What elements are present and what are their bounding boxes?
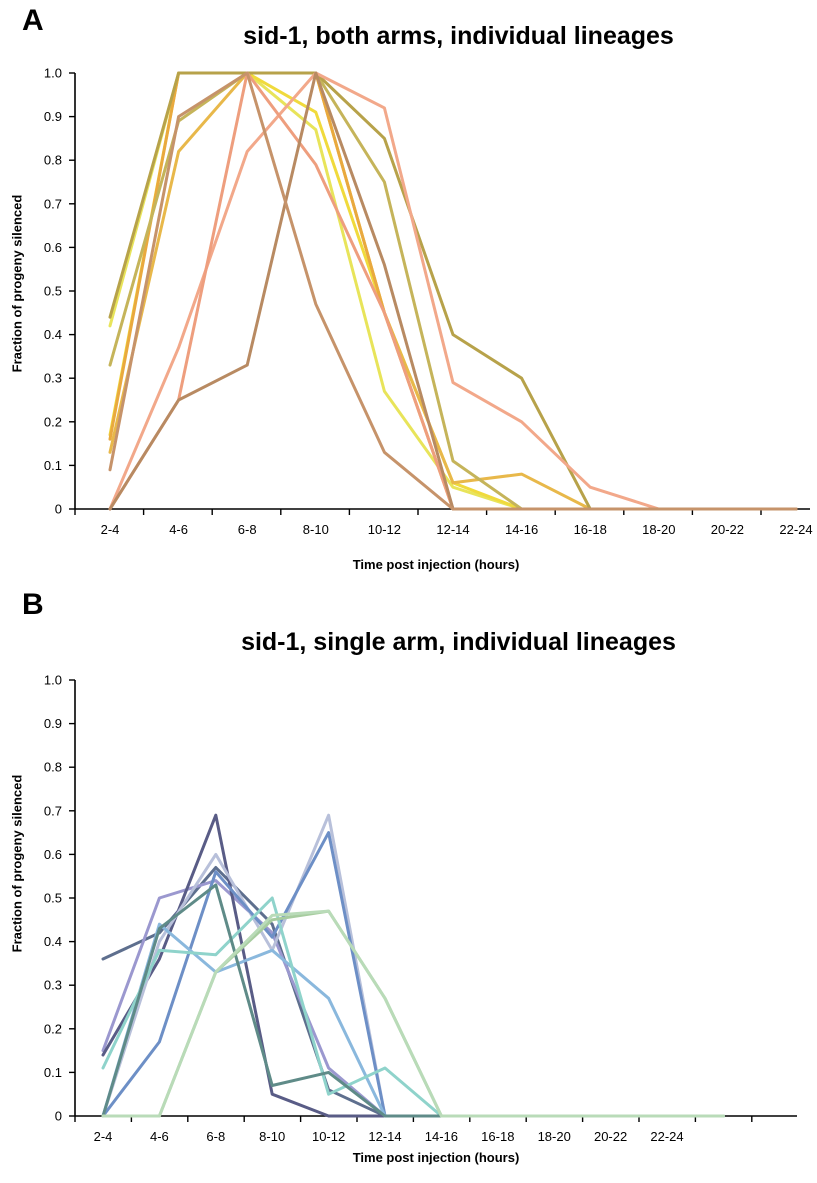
- x-tick-label-b: 12-14: [368, 1129, 401, 1144]
- x-tick-label-a: 18-20: [642, 522, 675, 537]
- x-tick-label-a: 16-18: [574, 522, 607, 537]
- y-tick-label-a: 0: [55, 502, 62, 517]
- y-tick-label-b: 0: [55, 1109, 62, 1124]
- chart-title-b: sid-1, single arm, individual lineages: [241, 628, 676, 656]
- y-tick-label-a: 0.9: [44, 109, 62, 124]
- chart-title-a: sid-1, both arms, individual lineages: [243, 22, 674, 50]
- x-tick-label-a: 10-12: [368, 522, 401, 537]
- x-tick-label-b: 10-12: [312, 1129, 345, 1144]
- x-tick-label-a: 14-16: [505, 522, 538, 537]
- series-line-b-10: [101, 909, 725, 1118]
- y-tick-label-b: 0.4: [44, 934, 62, 949]
- x-tick-label-a: 6-8: [238, 522, 257, 537]
- x-axis-label-a: Time post injection (hours): [352, 557, 520, 572]
- y-tick-label-a: 0.2: [44, 414, 62, 429]
- line-chart-a: 0 0.1 0.2 0.3 0.4 0.5 0.6 0.7 0.8 0.9 1.0 2-4 4-6 6-8…: [44, 66, 813, 538]
- series-line-b-9: [101, 909, 725, 1118]
- series-line-b-4: [101, 813, 725, 1118]
- y-tick-label-b: 0.3: [44, 978, 62, 993]
- y-tick-label-a: 0.6: [44, 240, 62, 255]
- y-tick-label-a: 0.1: [44, 458, 62, 473]
- x-tick-label-b: 18-20: [538, 1129, 571, 1144]
- y-tick-label-b: 0.7: [44, 803, 62, 818]
- series-line-b-8: [101, 883, 725, 1118]
- x-tick-label-b: 6-8: [206, 1129, 225, 1144]
- x-tick-label-b: 4-6: [150, 1129, 169, 1144]
- x-tick-label-a: 20-22: [711, 522, 744, 537]
- y-tick-label-b: 0.1: [44, 1065, 62, 1080]
- x-tick-label-b: 14-16: [425, 1129, 458, 1144]
- x-tick-label-a: 2-4: [101, 522, 120, 537]
- x-tick-label-b: 22-24: [650, 1129, 683, 1144]
- panel-letter-b: B: [22, 588, 44, 621]
- x-tick-label-a: 12-14: [436, 522, 469, 537]
- y-tick-label-b: 0.9: [44, 716, 62, 731]
- series-line-b-3: [101, 813, 725, 1118]
- x-tick-label-b: 20-22: [594, 1129, 627, 1144]
- y-tick-label-a: 0.3: [44, 371, 62, 386]
- x-tick-label-a: 8-10: [303, 522, 329, 537]
- series-line-b-2: [101, 879, 725, 1118]
- series-line-b-5: [101, 831, 725, 1118]
- x-tick-label-b: 16-18: [481, 1129, 514, 1144]
- y-tick-label-a: 1.0: [44, 66, 62, 81]
- x-tick-label-a: 4-6: [169, 522, 188, 537]
- y-tick-label-b: 0.2: [44, 1021, 62, 1036]
- y-tick-label-b: 0.6: [44, 847, 62, 862]
- x-tick-label-a: 22-24: [779, 522, 812, 537]
- y-tick-label-b: 0.8: [44, 760, 62, 775]
- y-tick-label-a: 0.7: [44, 196, 62, 211]
- y-tick-label-a: 0.8: [44, 153, 62, 168]
- y-tick-label-a: 0.4: [44, 327, 62, 342]
- y-tick-label-a: 0.5: [44, 284, 62, 299]
- x-tick-label-b: 2-4: [94, 1129, 113, 1144]
- series-line-a-10: [108, 71, 798, 511]
- x-axis-label-b: Time post injection (hours): [352, 1150, 520, 1165]
- panel-letter-a: A: [22, 4, 44, 37]
- series-line-b-1: [101, 866, 725, 1118]
- x-tick-label-b: 8-10: [259, 1129, 285, 1144]
- y-tick-label-b: 1.0: [44, 673, 62, 688]
- y-tick-label-b: 0.5: [44, 891, 62, 906]
